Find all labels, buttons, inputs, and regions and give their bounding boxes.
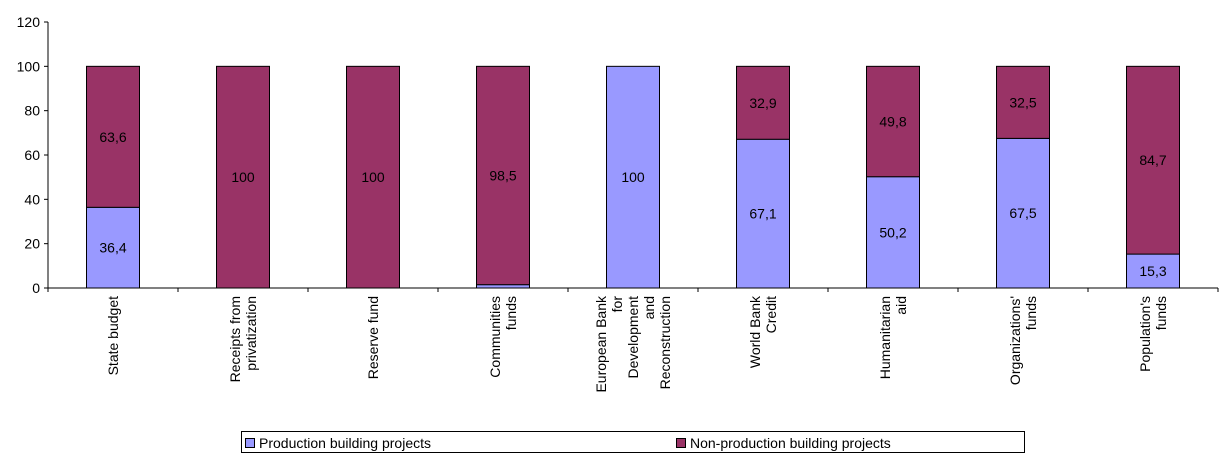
- x-category-label: funds: [503, 296, 519, 330]
- legend-item-production: Production building projects: [245, 435, 431, 451]
- x-category-label: State budget: [105, 296, 121, 376]
- data-label-production: 36,4: [99, 240, 126, 256]
- data-label-non-production: 84,7: [1139, 152, 1166, 168]
- legend-label-non-production: Non-production building projects: [690, 435, 891, 451]
- x-category-label: Credit: [763, 296, 779, 333]
- x-category-label: Reconstruction: [657, 296, 673, 389]
- bar-non-production: [736, 65, 790, 140]
- bar-non-production: [866, 65, 920, 178]
- bar-non-production: [346, 65, 400, 289]
- x-category-label: aid: [893, 296, 909, 315]
- y-tick-label: 100: [17, 58, 41, 74]
- bar-non-production: [86, 65, 140, 208]
- bar-non-production: [476, 65, 530, 286]
- data-label-non-production: 100: [361, 169, 385, 185]
- legend-label-production: Production building projects: [259, 435, 431, 451]
- legend-item-non-production: Non-production building projects: [676, 435, 891, 451]
- x-category-label: Organizations': [1007, 296, 1023, 385]
- y-tick-label: 60: [24, 147, 40, 163]
- data-label-non-production: 98,5: [489, 168, 516, 184]
- y-tick-label: 80: [24, 103, 40, 119]
- x-category-label: European Bank: [593, 295, 609, 393]
- y-tick-label: 20: [24, 236, 40, 252]
- data-label-production: 50,2: [879, 224, 906, 240]
- bar-non-production: [216, 65, 270, 289]
- x-category-label: privatization: [243, 296, 259, 371]
- bar-non-production: [996, 65, 1050, 139]
- y-tick-label: 0: [32, 280, 40, 296]
- x-category-label: Communities: [487, 296, 503, 378]
- data-label-non-production: 49,8: [879, 114, 906, 130]
- bar-production: [866, 176, 920, 289]
- x-category-label: Population's: [1137, 296, 1153, 372]
- x-category-label: Reserve fund: [365, 296, 381, 379]
- y-tick-label: 40: [24, 191, 40, 207]
- bar-production: [736, 138, 790, 289]
- bar-non-production: [1126, 65, 1180, 255]
- x-category-label: funds: [1153, 296, 1169, 330]
- bar-production: [996, 137, 1050, 289]
- bar-production: [606, 65, 660, 289]
- x-category-label: Receipts from: [227, 296, 243, 382]
- x-category-label: for: [609, 296, 625, 313]
- data-label-production: 67,5: [1009, 205, 1036, 221]
- x-category-label: and: [641, 296, 657, 319]
- bar-production: [1126, 253, 1180, 289]
- legend-swatch-non-production: [676, 438, 686, 448]
- x-category-label: funds: [1023, 296, 1039, 330]
- x-category-label: World Bank: [747, 295, 763, 368]
- data-label-non-production: 63,6: [99, 129, 126, 145]
- y-tick-label: 120: [17, 14, 41, 30]
- data-label-production: 100: [621, 169, 645, 185]
- x-category-label: Humanitarian: [877, 296, 893, 379]
- legend-swatch-production: [245, 438, 255, 448]
- data-label-production: 67,1: [749, 206, 776, 222]
- data-label-non-production: 32,9: [749, 95, 776, 111]
- x-category-label: Development: [625, 296, 641, 379]
- data-label-non-production: 100: [231, 169, 255, 185]
- data-label-production: 15,3: [1139, 263, 1166, 279]
- data-label-non-production: 32,5: [1009, 94, 1036, 110]
- legend: Production building projects Non-product…: [241, 431, 1025, 453]
